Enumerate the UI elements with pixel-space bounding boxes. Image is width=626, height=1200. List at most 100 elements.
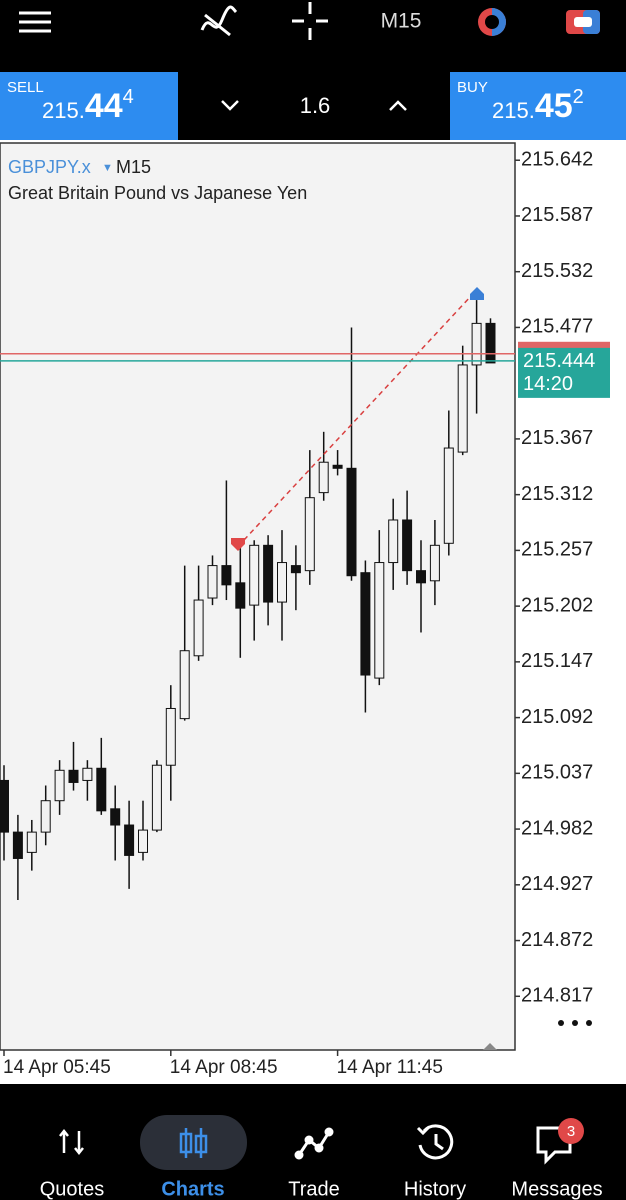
trade-mode-button[interactable] [566, 10, 600, 34]
volume-down[interactable] [221, 100, 239, 111]
candle-body [40, 800, 51, 833]
candle-body [96, 767, 107, 812]
candle-body [221, 565, 232, 586]
symbol-dropdown[interactable]: ▼ [102, 162, 113, 174]
volume-value[interactable]: 1.6 [300, 93, 331, 118]
candle-body [443, 447, 454, 544]
price-tag-countdown: 14:20 [523, 373, 573, 395]
candle-body [471, 322, 482, 366]
candle-body [304, 497, 315, 572]
plot [0, 300, 496, 901]
candle-body [374, 562, 385, 679]
y-tick-label: 215.587 [521, 204, 593, 226]
y-tick-label: 215.037 [521, 762, 593, 784]
y-tick-label: 214.872 [521, 929, 593, 951]
candle-body [12, 831, 23, 859]
one-click-button[interactable] [478, 8, 506, 36]
nav-label[interactable]: Messages [511, 1178, 602, 1200]
more-button[interactable] [558, 1020, 592, 1026]
volume-up[interactable] [389, 100, 407, 111]
symbol[interactable]: GBPJPY.x [8, 157, 91, 177]
y-tick-label: 215.092 [521, 706, 593, 728]
buy-button[interactable] [450, 72, 626, 140]
active-pill [140, 1115, 247, 1170]
candle-body [26, 831, 37, 853]
candle-body [138, 829, 148, 853]
buy-marker [470, 287, 484, 300]
price-sup: 2 [573, 86, 584, 108]
charts-icon[interactable] [179, 1128, 208, 1158]
price-main: 44 [85, 87, 123, 125]
crosshair-button[interactable] [292, 2, 328, 40]
candle-body [485, 322, 496, 364]
buy-label: BUY [457, 79, 488, 96]
candle-body [290, 565, 301, 574]
candle-body [360, 572, 371, 676]
price-main: 45 [535, 87, 573, 125]
candle-body [263, 544, 274, 603]
nav-label[interactable]: Quotes [40, 1178, 104, 1200]
x-tick-label: 14 Apr 05:45 [3, 1057, 111, 1078]
candle-body [110, 808, 121, 826]
price-sup: 4 [123, 86, 134, 108]
trade-icon[interactable] [294, 1127, 334, 1160]
sell-price: 215.444 [42, 86, 134, 125]
candle-body [429, 544, 440, 582]
chart-timeframe: M15 [116, 157, 151, 177]
candle-body [124, 824, 135, 856]
candle-body [457, 364, 468, 453]
nav-badge [558, 1118, 584, 1144]
history-icon[interactable] [416, 1124, 454, 1160]
x-tick-label: 14 Apr 11:45 [337, 1057, 443, 1078]
candle-body [318, 461, 329, 494]
nav-label[interactable]: Trade [288, 1178, 340, 1200]
y-tick-label: 215.477 [521, 316, 593, 338]
y-tick-label: 215.147 [521, 650, 593, 672]
nav-label[interactable]: History [404, 1178, 466, 1200]
candle-body [151, 764, 162, 831]
toolbar [0, 0, 626, 72]
candle-body [0, 779, 9, 833]
candle-body [68, 769, 79, 783]
candle-body [346, 467, 357, 577]
sell-marker [231, 538, 245, 551]
quotes-icon[interactable] [59, 1128, 84, 1156]
price-tag-value: 215.444 [523, 350, 595, 372]
y-tick-label: 215.257 [521, 539, 593, 561]
trade-path [243, 294, 473, 541]
y-tick-label: 214.982 [521, 817, 593, 839]
y-tick-label: 215.312 [521, 483, 593, 505]
candle-body [249, 544, 260, 606]
candle-body [179, 650, 190, 720]
price-tag [518, 347, 610, 398]
buy-price: 215.452 [492, 86, 584, 125]
sell-label: SELL [7, 79, 44, 96]
candle-body [82, 767, 93, 781]
candle-body [416, 570, 426, 584]
volume-panel [178, 72, 450, 140]
y-tick-label: 214.927 [521, 873, 593, 895]
nav-label[interactable]: Charts [161, 1178, 224, 1200]
candle-body [402, 519, 413, 572]
candle-body [388, 519, 399, 564]
price-prefix: 215. [42, 98, 85, 123]
scroll-handle[interactable] [483, 1043, 497, 1050]
candle-body [277, 562, 287, 603]
y-tick-label: 215.642 [521, 149, 593, 171]
menu-button[interactable] [19, 11, 51, 33]
candle-body [165, 707, 176, 766]
x-tick-label: 14 Apr 08:45 [170, 1057, 278, 1078]
nav-items: Quotes Charts Trade History Messages 3 [40, 1118, 603, 1200]
timeframe-button[interactable]: M15 [381, 10, 422, 33]
candle-body [235, 582, 246, 609]
y-tick-label: 215.367 [521, 427, 593, 449]
candle-body [54, 769, 65, 802]
y-tick-label: 214.817 [521, 985, 593, 1007]
indicators-button[interactable] [200, 5, 238, 37]
sell-button[interactable] [0, 72, 178, 140]
y-tick-label: 215.532 [521, 260, 593, 282]
y-tick-label: 215.202 [521, 594, 593, 616]
candle-body [193, 599, 204, 657]
